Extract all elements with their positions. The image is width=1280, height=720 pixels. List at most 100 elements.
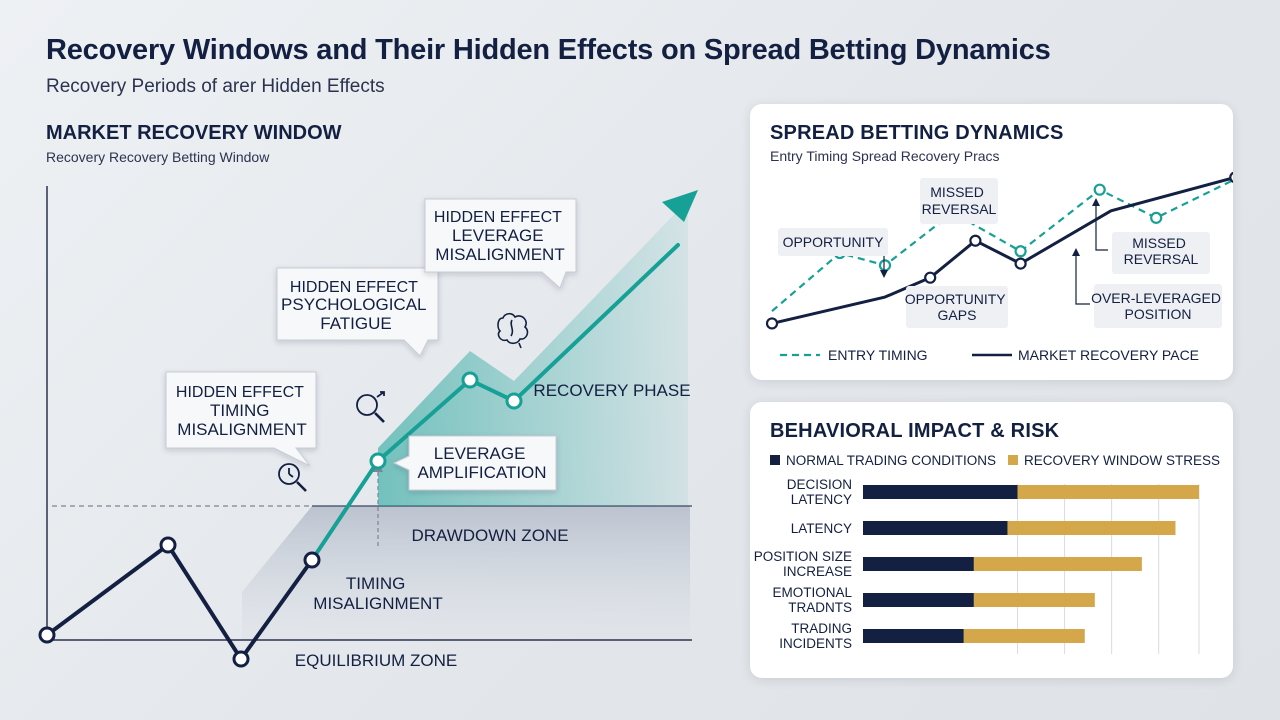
spread-card-title: SPREAD BETTING DYNAMICS [770,122,1064,144]
behavior-category-line: TRADNTS [788,600,852,615]
opportunity-gaps-text: OPPORTUNITY GAPS [905,291,1010,323]
main-chart-title: MARKET RECOVERY WINDOW [46,122,342,144]
behavior-category-label: POSITION SIZE INCREASE [754,549,852,579]
behavior-category-line: LATENCY [791,521,852,536]
bar-stress [1007,521,1176,535]
drawdown-zone-label: DRAWDOWN ZONE [411,526,568,545]
bar-stress [1017,485,1199,499]
timing-label-line-1: TIMING [346,574,406,593]
behavioral-impact-card: BEHAVIORAL IMPACT & RISK NORMAL TRADING … [750,402,1233,678]
market-recovery-pace-point [765,317,779,330]
equilibrium-zone-label: EQUILIBRIUM ZONE [295,651,457,670]
behavior-category-line: INCREASE [783,564,852,579]
timing-label-line-2: MISALIGNMENT [313,594,442,613]
bar-stress [973,593,1095,607]
behavior-category-line: LATENCY [791,492,852,507]
drawdown-zone [242,506,690,640]
market-recovery-pace-point [969,234,982,247]
missed-reversal-1-text: MISSED REVERSAL [922,184,997,217]
page-title: Recovery Windows and Their Hidden Effect… [46,34,1051,66]
main-line-segment [512,243,680,403]
callout-timing-line-2: TIMING [210,401,270,420]
behavior-bars-layer [863,485,1199,643]
callout-amplification-line-1: LEVERAGE [434,444,526,463]
bar-stress [963,629,1085,643]
behavior-category-label: LATENCY [791,521,852,536]
main-line-segment [239,558,314,661]
brain-icon [497,312,529,349]
spread-chart: OPPORTUNITY MISSED REVERSAL OPPORTUNITY … [765,171,1233,363]
main-line-point [461,371,479,389]
entry-timing-point [1093,183,1106,196]
behavior-card-title: BEHAVIORAL IMPACT & RISK [770,420,1060,442]
callout-psych-line-2: PSYCHOLOGICAL [281,295,427,314]
entry-timing-point [1014,245,1027,258]
main-line-point [38,626,56,644]
opportunity-gaps-box [906,286,1008,328]
opportunity-gaps-line-1: OPPORTUNITY [905,291,1007,307]
missed-reversal-1-line-1: MISSED [930,184,984,200]
over-leveraged-line-2: POSITION [1125,306,1192,322]
missed-reversal-box-2 [1112,232,1210,274]
page-subtitle: Recovery Periods of arer Hidden Effects [46,76,385,97]
behavior-category-line: INCIDENTS [779,636,852,651]
opportunity-box [778,228,888,256]
callout-timing-line-1: HIDDEN EFFECT [176,384,304,401]
bar-normal [863,521,1008,535]
legend-stress-swatch [1008,455,1018,465]
missed-reversal-1-line-2: REVERSAL [922,201,997,217]
bar-stress [973,557,1142,571]
opportunity-arrowhead [880,270,888,278]
bar-normal [863,629,964,643]
over-leveraged-line-1: OVER-LEVERAGED [1091,290,1221,306]
bar-normal [863,557,974,571]
behavior-category-line: DECISION [787,477,852,492]
market-recovery-pace-point [1014,257,1027,270]
recovery-phase-label: RECOVERY PHASE [533,381,690,400]
main-line-segment [310,459,380,562]
callout-leverage-amplification [392,435,557,491]
behavior-category-label: DECISION LATENCY [787,477,852,507]
behavior-category-label: TRADING INCIDENTS [779,621,852,651]
main-line-point [232,650,250,668]
over-leveraged-text: OVER-LEVERAGED POSITION [1091,290,1225,322]
market-recovery-chart: MARKET RECOVERY WINDOW Recovery Recovery… [38,122,698,670]
legend-market-pace-label: MARKET RECOVERY PACE [1018,347,1199,363]
main-line-segment [376,378,472,463]
bar-normal [863,593,974,607]
missed-reversal-box-1 [920,178,998,224]
callout-timing-text: HIDDEN EFFECT TIMING MISALIGNMENT [176,384,308,439]
bar-normal [863,485,1018,499]
main-line-segment [45,543,170,637]
behavior-category-line: POSITION SIZE [754,549,852,564]
callout-psych-line-3: FATIGUE [320,314,391,333]
behavior-category-line: TRADING [791,621,852,636]
timing-misalignment-label: TIMING MISALIGNMENT [313,574,442,613]
main-line-point [505,392,523,410]
main-line-layer [38,243,680,668]
callout-leverage-misalignment [424,198,577,289]
main-chart-subtitle: Recovery Recovery Betting Window [46,149,270,165]
opportunity-gaps-line-2: GAPS [938,307,977,323]
entry-timing-point [1150,211,1163,224]
main-line-point [159,536,177,554]
missed-reversal-2-arrowhead [1092,198,1100,206]
legend-normal-label: NORMAL TRADING CONDITIONS [786,453,996,468]
over-leveraged-arrowhead [1072,248,1080,256]
main-line-point [303,551,321,569]
magnifier-arrow-icon [356,391,385,423]
callout-leverage-line-2: LEVERAGE [452,226,544,245]
magnifier-clock-icon [278,463,307,492]
legend-entry-timing-label: ENTRY TIMING [828,347,928,363]
over-leveraged-box [1094,284,1222,328]
missed-reversal-2-line-2: REVERSAL [1124,251,1199,267]
legend-stress-label: RECOVERY WINDOW STRESS [1024,453,1220,468]
callout-psych-text: HIDDEN EFFECT PSYCHOLOGICAL FATIGUE [281,279,431,333]
legend-normal-swatch [770,455,780,465]
behavior-category-label: EMOTIONAL TRADNTS [772,585,852,615]
callout-psych-line-1: HIDDEN EFFECT [290,279,418,296]
trend-arrowhead [662,190,698,222]
main-line-segment [166,543,243,661]
behavior-category-line: EMOTIONAL [772,585,852,600]
